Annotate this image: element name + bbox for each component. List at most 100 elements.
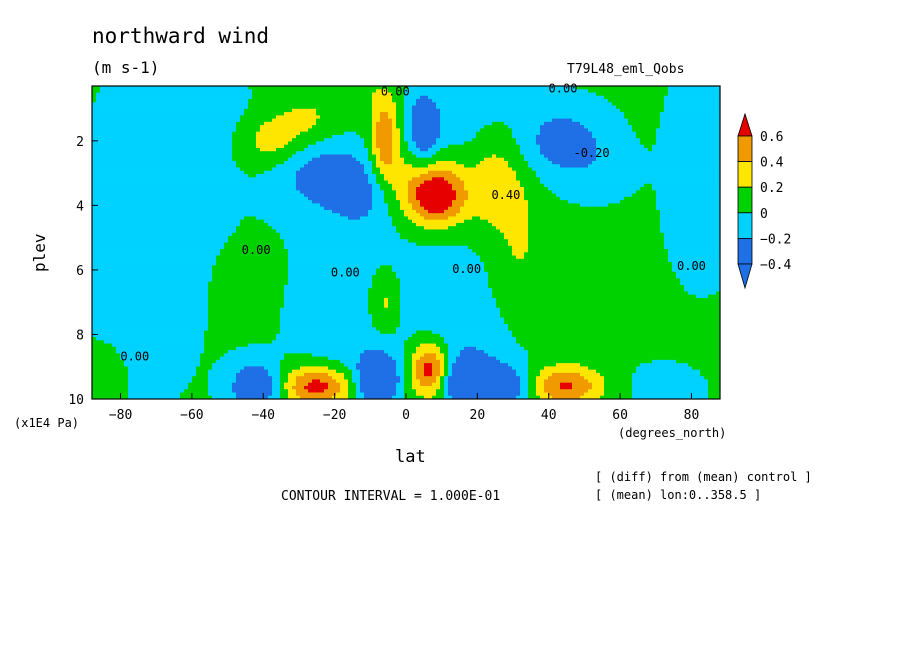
- field-cell: [708, 102, 713, 106]
- field-cell: [360, 115, 365, 119]
- field-cell: [580, 144, 585, 149]
- field-cell: [440, 99, 445, 103]
- field-cell: [704, 134, 709, 139]
- field-cell: [96, 167, 101, 172]
- field-cell: [376, 131, 381, 136]
- field-cell: [656, 102, 661, 106]
- field-cell: [280, 108, 285, 113]
- field-cell: [624, 167, 629, 172]
- field-cell: [388, 187, 393, 191]
- field-cell: [556, 183, 561, 188]
- field-cell: [312, 180, 317, 185]
- field-cell: [364, 89, 369, 93]
- field-cell: [304, 89, 309, 93]
- field-cell: [500, 141, 505, 146]
- field-cell: [240, 138, 245, 142]
- field-cell: [212, 187, 217, 191]
- field-cell: [224, 180, 229, 185]
- field-cell: [508, 121, 513, 126]
- field-cell: [496, 112, 501, 116]
- field-cell: [368, 141, 373, 146]
- field-cell: [300, 187, 305, 191]
- field-cell: [652, 121, 657, 126]
- field-cell: [648, 99, 653, 103]
- field-cell: [296, 164, 301, 168]
- field-cell: [212, 167, 217, 172]
- field-cell: [500, 154, 505, 159]
- field-cell: [660, 95, 665, 100]
- field-cell: [400, 147, 405, 152]
- field-cell: [696, 105, 701, 110]
- field-cell: [236, 99, 241, 103]
- field-cell: [144, 138, 149, 142]
- field-cell: [112, 180, 117, 185]
- field-cell: [432, 102, 437, 106]
- field-cell: [296, 183, 301, 188]
- field-cell: [368, 128, 373, 133]
- field-cell: [140, 112, 145, 116]
- field-cell: [168, 89, 173, 93]
- field-cell: [644, 174, 649, 178]
- field-cell: [404, 128, 409, 133]
- field-cell: [268, 99, 273, 103]
- field-cell: [296, 157, 301, 162]
- field-cell: [716, 160, 720, 165]
- field-cell: [432, 115, 437, 119]
- field-cell: [92, 174, 97, 178]
- field-cell: [120, 180, 125, 185]
- field-cell: [516, 99, 521, 103]
- field-cell: [404, 134, 409, 139]
- field-cell: [216, 180, 221, 185]
- field-cell: [404, 174, 409, 178]
- field-cell: [192, 164, 197, 168]
- field-cell: [400, 108, 405, 113]
- field-cell: [188, 157, 193, 162]
- field-cell: [408, 183, 413, 188]
- field-cell: [316, 118, 321, 123]
- field-cell: [532, 141, 537, 146]
- field-cell: [716, 138, 720, 142]
- field-cell: [380, 174, 385, 178]
- field-cell: [616, 167, 621, 172]
- field-cell: [472, 99, 477, 103]
- field-cell: [164, 86, 169, 90]
- field-cell: [320, 92, 325, 97]
- field-cell: [664, 134, 669, 139]
- field-cell: [576, 128, 581, 133]
- field-cell: [224, 138, 229, 142]
- field-cell: [472, 92, 477, 97]
- field-cell: [400, 86, 405, 90]
- field-cell: [712, 115, 717, 119]
- field-cell: [432, 99, 437, 103]
- field-cell: [508, 95, 513, 100]
- field-cell: [692, 151, 697, 155]
- field-cell: [640, 147, 645, 152]
- field-cell: [120, 115, 125, 119]
- field-cell: [192, 180, 197, 185]
- field-cell: [356, 141, 361, 146]
- field-cell: [176, 95, 181, 100]
- field-cell: [356, 112, 361, 116]
- field-cell: [328, 147, 333, 152]
- field-cell: [416, 128, 421, 133]
- field-cell: [300, 170, 305, 175]
- field-cell: [188, 86, 193, 90]
- field-cell: [436, 95, 441, 100]
- field-cell: [276, 86, 281, 90]
- field-cell: [448, 99, 453, 103]
- field-cell: [180, 157, 185, 162]
- field-cell: [604, 141, 609, 146]
- field-cell: [428, 128, 433, 133]
- field-cell: [228, 144, 233, 149]
- field-cell: [472, 151, 477, 155]
- field-cell: [368, 105, 373, 110]
- field-cell: [536, 183, 541, 188]
- field-cell: [152, 174, 157, 178]
- field-cell: [712, 154, 717, 159]
- field-cell: [96, 99, 101, 103]
- field-cell: [420, 160, 425, 165]
- field-cell: [636, 112, 641, 116]
- field-cell: [288, 102, 293, 106]
- field-cell: [488, 95, 493, 100]
- field-cell: [408, 154, 413, 159]
